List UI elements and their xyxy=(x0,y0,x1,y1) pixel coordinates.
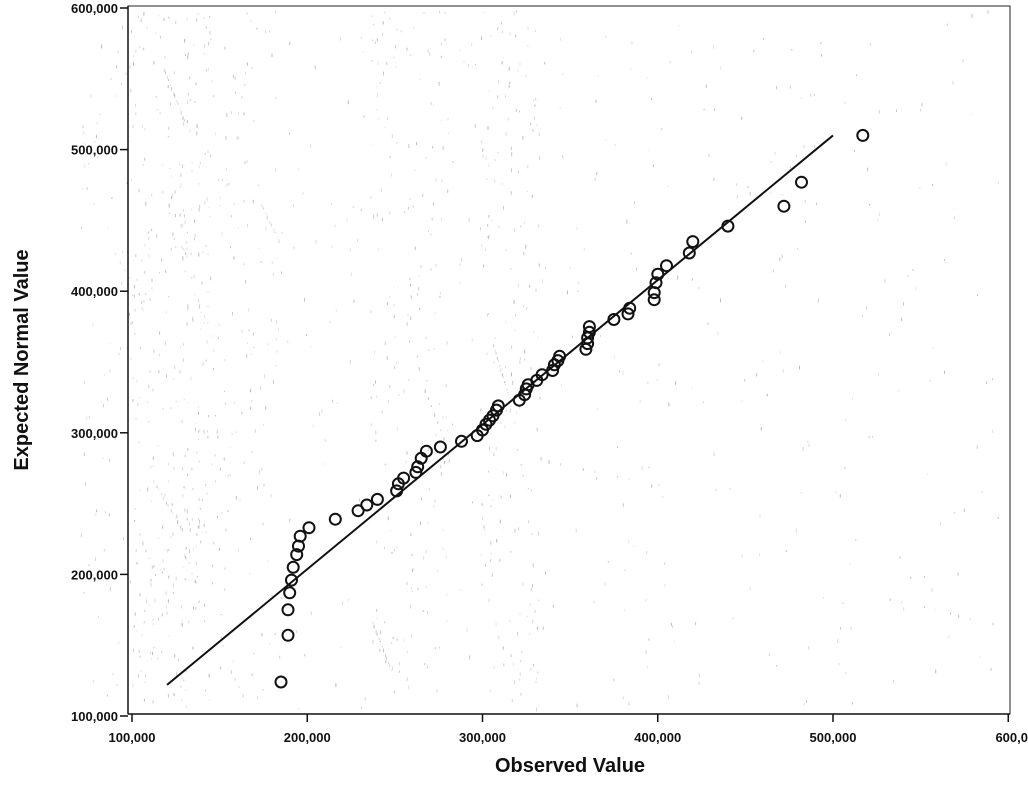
x-tick-label: 300,000 xyxy=(459,730,506,745)
x-tick-label: 500,000 xyxy=(810,730,857,745)
data-point xyxy=(433,440,447,454)
data-point xyxy=(285,573,298,587)
data-point xyxy=(660,259,673,273)
data-point xyxy=(293,529,307,543)
data-point xyxy=(281,603,295,617)
data-point xyxy=(651,267,665,281)
y-axis-ticks: 100,000 200,000 300,000 400,000 500,000 600,0… xyxy=(71,1,128,724)
data-point xyxy=(795,175,808,189)
data-point xyxy=(360,498,374,512)
data-points xyxy=(274,128,870,689)
data-point xyxy=(649,276,663,290)
data-point xyxy=(682,246,696,260)
data-point xyxy=(274,675,288,689)
data-point xyxy=(281,628,295,642)
y-tick-label: 400,000 xyxy=(71,284,118,299)
y-tick-label: 500,000 xyxy=(71,143,118,158)
data-point xyxy=(856,128,870,142)
data-point xyxy=(777,199,791,213)
data-point xyxy=(390,484,404,498)
y-axis-title: Expected Normal Value xyxy=(11,249,33,470)
y-tick-label: 200,000 xyxy=(71,567,118,582)
data-point xyxy=(623,301,637,315)
x-axis-title: Observed Value xyxy=(495,755,645,777)
x-tick-label: 200,000 xyxy=(284,730,331,745)
data-point xyxy=(419,444,433,458)
data-point xyxy=(283,586,297,600)
y-tick-label: 100,000 xyxy=(71,709,118,724)
x-tick-label: 600,0 xyxy=(995,730,1028,745)
data-point xyxy=(302,521,316,535)
x-axis-ticks: 100,000 200,000 300,000 400,000 500,000 600,0 xyxy=(109,714,1028,745)
data-point xyxy=(370,492,384,506)
data-point xyxy=(455,434,468,448)
data-point xyxy=(286,560,300,574)
data-point xyxy=(409,465,423,479)
y-tick-label: 600,000 xyxy=(71,1,118,16)
data-point xyxy=(351,504,365,518)
data-point xyxy=(607,313,621,326)
data-point xyxy=(546,364,560,377)
data-point xyxy=(582,320,596,334)
data-point xyxy=(328,512,342,526)
scan-noise xyxy=(80,10,999,712)
data-point xyxy=(397,471,411,485)
data-point xyxy=(553,349,567,363)
data-point xyxy=(491,399,505,413)
x-tick-label: 100,000 xyxy=(109,730,156,745)
data-point xyxy=(290,548,304,562)
data-point xyxy=(686,235,700,249)
y-tick-label: 300,000 xyxy=(71,426,118,441)
data-point xyxy=(721,219,735,233)
data-point xyxy=(535,368,549,382)
data-point xyxy=(647,293,661,307)
x-tick-label: 400,000 xyxy=(634,730,681,745)
data-point xyxy=(621,307,635,321)
data-point xyxy=(582,325,596,339)
